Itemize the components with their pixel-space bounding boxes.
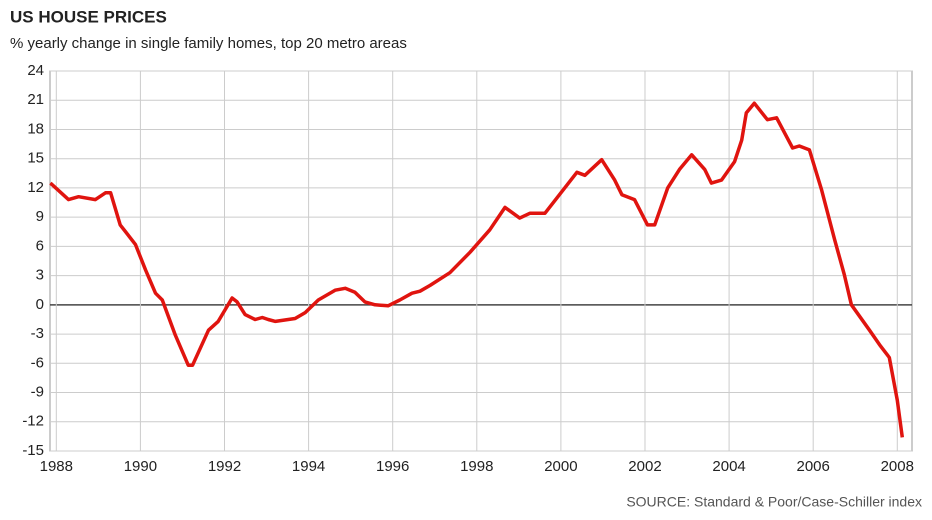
y-tick-label: 3 (36, 267, 44, 284)
y-tick-label: 9 (36, 208, 44, 225)
y-tick-label: 21 (27, 91, 44, 108)
y-tick-label: 24 (27, 62, 44, 79)
x-tick-label: 2000 (544, 458, 577, 475)
y-tick-label: -9 (31, 384, 44, 401)
y-tick-label: 12 (27, 179, 44, 196)
x-tick-label: 1994 (292, 458, 325, 475)
y-tick-label: 6 (36, 237, 44, 254)
y-tick-label: -12 (22, 413, 44, 430)
x-tick-label: 2006 (796, 458, 829, 475)
x-tick-label: 1990 (124, 458, 157, 475)
chart-title: US HOUSE PRICES (10, 7, 167, 26)
x-tick-label: 2004 (712, 458, 745, 475)
x-tick-label: 1988 (40, 458, 73, 475)
x-tick-label: 1992 (208, 458, 241, 475)
y-tick-label: -15 (22, 442, 44, 459)
y-tick-label: 15 (27, 150, 44, 167)
y-tick-label: -3 (31, 325, 44, 342)
x-tick-label: 1996 (376, 458, 409, 475)
chart-subtitle: % yearly change in single family homes, … (10, 35, 407, 52)
x-tick-label: 2008 (881, 458, 914, 475)
y-tick-label: 0 (36, 296, 44, 313)
line (49, 101, 905, 438)
source: SOURCE: Standard & Poor/Case-Schiller in… (626, 494, 922, 510)
x-tick-label: 1998 (460, 458, 493, 475)
x-tick-label: 2002 (628, 458, 661, 475)
y-tick-label: 18 (27, 120, 44, 137)
y-tick-label: -6 (31, 354, 44, 371)
